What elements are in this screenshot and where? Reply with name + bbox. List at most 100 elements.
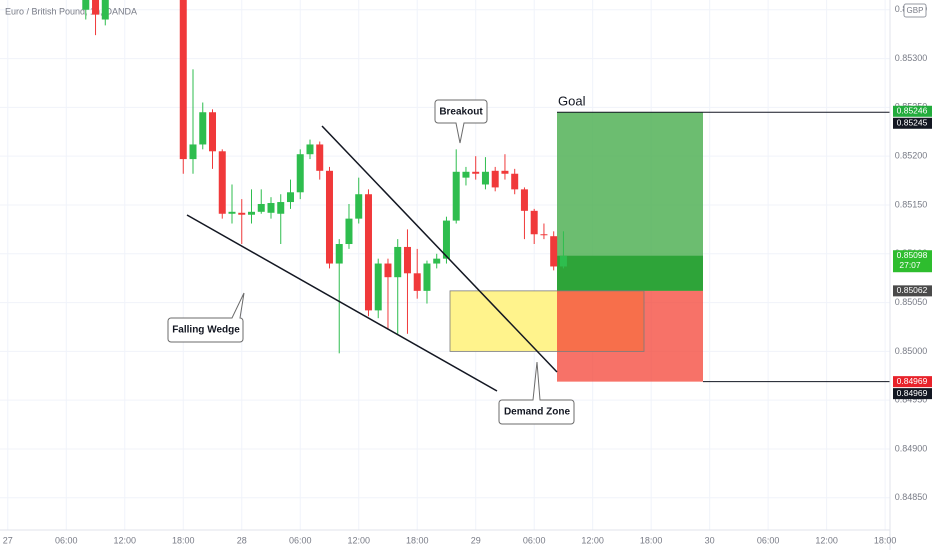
demand-callout: Demand Zone: [498, 361, 575, 425]
price-badge: [893, 117, 932, 129]
candle-body: [277, 202, 285, 214]
x-tick-label: 06:00: [55, 535, 78, 545]
currency-box: [903, 3, 927, 18]
candle-body: [364, 194, 372, 311]
callout-box: [167, 292, 245, 343]
price-badge: [893, 105, 932, 117]
drawings: [186, 125, 558, 392]
candle-body: [394, 246, 402, 278]
candle-body: [452, 171, 460, 221]
x-tick-label: 18:00: [874, 535, 897, 545]
candle-body: [325, 170, 333, 264]
candle-body: [306, 144, 314, 155]
candle-body: [267, 203, 275, 213]
candle-body: [248, 211, 256, 215]
candle-body: [238, 212, 246, 215]
target-filled-zone: [557, 255, 703, 291]
y-tick-label: 0.85150: [895, 199, 928, 209]
price-timer: 27:07: [899, 260, 921, 270]
candle-body: [374, 263, 382, 311]
wedge-lower-line: [186, 214, 498, 392]
x-tick-label: 12:00: [581, 535, 604, 545]
x-tick-label: 06:00: [523, 535, 546, 545]
candle-body: [403, 246, 411, 274]
price-badge-text: 0.84969: [897, 376, 928, 386]
x-tick-label: 29: [471, 535, 481, 545]
candle-body: [481, 171, 489, 185]
candle-body: [462, 171, 470, 178]
candle-body: [345, 218, 353, 245]
candle-body: [559, 255, 567, 267]
goal-label: Goal: [558, 93, 586, 108]
candle-body: [530, 210, 538, 235]
breakout-callout: Breakout: [434, 99, 488, 144]
y-tick-label: 0.85050: [895, 297, 928, 307]
y-tick-label: 0.85200: [895, 151, 928, 161]
stop-zone: [557, 290, 703, 382]
candle-body: [257, 203, 265, 212]
candle-body: [413, 273, 421, 291]
candle-body: [442, 220, 450, 259]
candle-body: [209, 112, 217, 152]
grid: [0, 0, 890, 530]
candles: [82, 0, 567, 354]
x-tick-label: 06:00: [757, 535, 780, 545]
zones: [449, 111, 890, 383]
x-tick-label: 30: [705, 535, 715, 545]
candle-body: [296, 154, 304, 193]
currency-badge: GBP: [903, 3, 927, 18]
y-tick-label: 0.85300: [895, 53, 928, 63]
candle-body: [472, 171, 480, 174]
candle-body: [218, 151, 226, 214]
callout-box: [498, 361, 575, 425]
x-tick-label: 27: [3, 535, 13, 545]
callout-box: [434, 99, 488, 144]
price-badge-text: 0.85098: [897, 250, 928, 260]
x-tick-label: 18:00: [406, 535, 429, 545]
candle-body: [92, 0, 100, 15]
price-badge-text: 0.85246: [897, 106, 928, 116]
wedge-upper-line: [321, 125, 558, 373]
candle-body: [433, 258, 441, 264]
goal-text: Goal: [558, 93, 586, 108]
x-tick-label: 18:00: [172, 535, 195, 545]
x-tick-label: 28: [237, 535, 247, 545]
candle-body: [316, 144, 324, 171]
candle-body: [101, 0, 109, 20]
candle-body: [384, 263, 392, 278]
candle-body: [189, 144, 197, 160]
candle-body: [520, 189, 528, 211]
x-tick-label: 18:00: [640, 535, 663, 545]
callout-text: Falling Wedge: [172, 325, 240, 336]
callout-text: Breakout: [439, 107, 483, 118]
candle-body: [82, 0, 90, 10]
price-badge: [893, 376, 932, 388]
y-tick-label: 0.84900: [895, 443, 928, 453]
y-tick-label: 0.84950: [895, 395, 928, 405]
price-badge-text: 0.84969: [897, 388, 928, 398]
candle-body: [491, 170, 499, 188]
price-badge: [893, 250, 932, 273]
candle-body: [501, 170, 509, 174]
candle-body: [199, 112, 207, 145]
y-tick-label: 0.85000: [895, 346, 928, 356]
candle-body: [228, 211, 236, 214]
y-tick-label: 0.84850: [895, 492, 928, 502]
candle-body: [335, 244, 343, 264]
wedge-callout: Falling Wedge: [167, 292, 245, 343]
demand-zone-border: [449, 290, 645, 352]
price-badge: [893, 388, 932, 400]
price-badge-text: 0.85245: [897, 118, 928, 128]
x-tick-label: 12:00: [347, 535, 370, 545]
candle-body: [355, 194, 363, 219]
currency-text: GBP: [907, 6, 924, 15]
candle-body: [540, 234, 548, 236]
price-badge: [893, 285, 932, 297]
candle-body: [550, 236, 558, 267]
callout-text: Demand Zone: [504, 407, 571, 418]
candle-body: [511, 173, 519, 190]
chart-title: Euro / British Pound, 1h, OANDA: [5, 6, 137, 16]
candle-body: [286, 192, 294, 203]
